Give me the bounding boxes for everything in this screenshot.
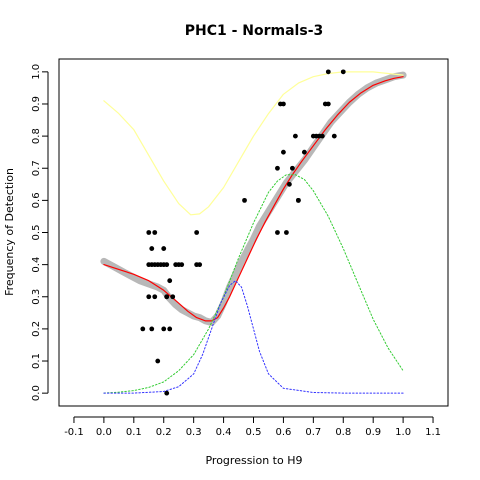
series-line-4 — [103, 174, 404, 394]
data-point — [179, 262, 185, 268]
x-tick-label: 1.1 — [425, 427, 441, 438]
data-point — [170, 294, 176, 300]
x-tick-label: 0.4 — [216, 427, 232, 438]
y-tick-label: 0.1 — [31, 353, 42, 369]
y-tick-label: 0.2 — [31, 321, 42, 337]
x-tick-label: 0.6 — [275, 427, 291, 438]
data-point — [340, 69, 346, 75]
x-tick-label: 0.2 — [156, 427, 172, 438]
data-point — [140, 326, 146, 332]
x-tick-label: 0.0 — [96, 427, 112, 438]
data-point — [242, 197, 247, 203]
data-point — [295, 197, 301, 203]
y-axis-label: Frequency of Detection — [3, 168, 16, 296]
y-tick-label: 0.4 — [31, 257, 42, 273]
data-point — [155, 358, 161, 364]
series-line-3 — [103, 71, 404, 216]
data-point — [146, 294, 152, 300]
x-tick-label: 0.8 — [335, 427, 351, 438]
series-line-5 — [103, 280, 404, 394]
data-point — [161, 326, 167, 332]
data-point — [275, 165, 280, 171]
plot-frame — [58, 58, 449, 407]
y-tick-label: 1.0 — [31, 64, 42, 80]
data-point — [290, 165, 295, 171]
y-tick-label: 0.5 — [31, 225, 42, 241]
y-tick-label: 0.7 — [31, 160, 42, 176]
x-axis: -0.1 0.0 0.1 0.2 0.3 0.4 0.5 0.6 0.7 0.8 0.9 1.0 1.1 — [64, 416, 441, 438]
series-layer — [100, 71, 407, 394]
data-point — [194, 230, 200, 235]
x-tick-label: 0.7 — [305, 427, 321, 438]
data-point — [319, 133, 325, 139]
x-tick-label: 1.0 — [395, 427, 411, 438]
data-point — [149, 326, 155, 332]
x-tick-label: 0.3 — [186, 427, 202, 438]
data-point — [167, 326, 173, 332]
data-point — [164, 390, 170, 396]
x-tick-label: 0.9 — [365, 427, 381, 438]
data-point — [146, 230, 152, 235]
y-axis: 0.0 0.1 0.2 0.3 0.4 0.5 0.6 0.7 0.8 0.9 1.0 — [31, 64, 49, 401]
x-axis-label: Progression to H9 — [205, 454, 302, 467]
data-point — [325, 101, 331, 107]
x-tick-label: 0.1 — [126, 427, 142, 438]
data-point — [292, 133, 298, 139]
data-point — [281, 149, 286, 155]
data-point — [281, 101, 286, 107]
data-point — [301, 149, 307, 155]
data-point — [152, 230, 158, 235]
plot-area — [100, 69, 407, 396]
y-tick-label: 0.0 — [31, 385, 42, 401]
data-point — [197, 262, 203, 268]
data-point — [161, 246, 167, 251]
data-point — [331, 133, 337, 139]
data-point — [275, 230, 280, 235]
data-point — [152, 294, 158, 300]
data-point — [167, 278, 173, 284]
data-point — [284, 230, 289, 235]
data-point — [325, 69, 331, 75]
chart-title: PHC1 - Normals-3 — [185, 23, 324, 39]
points-layer — [140, 69, 346, 396]
y-tick-label: 0.3 — [31, 289, 42, 305]
data-point — [287, 181, 292, 187]
y-tick-label: 0.6 — [31, 192, 42, 208]
data-point — [164, 262, 170, 268]
y-tick-label: 0.9 — [31, 96, 42, 112]
data-point — [164, 294, 170, 300]
data-point — [149, 246, 155, 251]
series-line-2 — [103, 76, 404, 322]
x-tick-label: -0.1 — [64, 427, 84, 438]
y-tick-label: 0.8 — [31, 128, 42, 144]
x-tick-label: 0.5 — [246, 427, 262, 438]
